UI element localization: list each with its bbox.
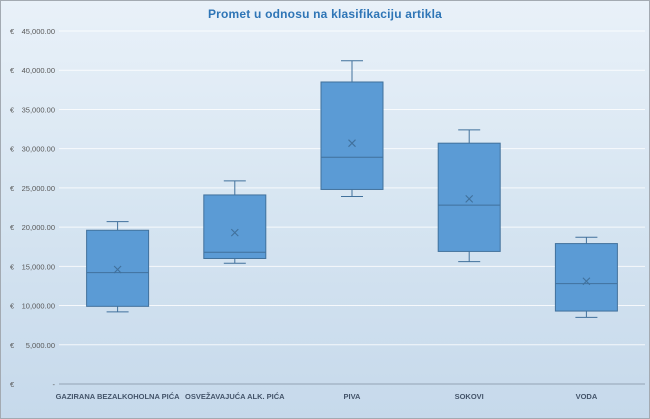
- svg-text:10,000.00: 10,000.00: [22, 302, 55, 311]
- y-tick-label: €30,000.00: [10, 145, 55, 154]
- y-tick-label: €20,000.00: [10, 223, 55, 232]
- y-tick-label: € -: [10, 380, 56, 389]
- box-series-5[interactable]: [554, 236, 618, 318]
- category-label: OSVEŽAVAJUĆA ALK. PIĆA: [185, 392, 285, 401]
- svg-text:€: €: [10, 262, 15, 271]
- svg-text:€: €: [10, 341, 15, 350]
- svg-text:€: €: [10, 184, 15, 193]
- svg-text:25,000.00: 25,000.00: [22, 184, 55, 193]
- box-series-3[interactable]: [320, 60, 384, 198]
- iqr-box: [554, 243, 618, 312]
- svg-text:€: €: [10, 27, 15, 36]
- iqr-box: [320, 81, 384, 190]
- y-tick-label: €15,000.00: [10, 262, 55, 271]
- svg-text:45,000.00: 45,000.00: [22, 27, 55, 36]
- iqr-box: [437, 142, 501, 252]
- svg-text:€: €: [10, 145, 15, 154]
- category-label: GAZIRANA BEZALKOHOLNA PIĆA: [56, 392, 181, 401]
- y-tick-label: €10,000.00: [10, 302, 55, 311]
- svg-text:€: €: [10, 66, 15, 75]
- svg-text:€: €: [10, 380, 15, 389]
- svg-text:15,000.00: 15,000.00: [22, 262, 55, 271]
- y-tick-label: €25,000.00: [10, 184, 55, 193]
- svg-text:€: €: [10, 302, 15, 311]
- svg-text:30,000.00: 30,000.00: [22, 145, 55, 154]
- chart-title: Promet u odnosu na klasifikaciju artikla: [207, 7, 443, 21]
- mean-marker: [465, 194, 474, 203]
- svg-text:40,000.00: 40,000.00: [22, 66, 55, 75]
- category-label: PIVA: [344, 392, 362, 401]
- box-series-4[interactable]: [437, 129, 501, 263]
- svg-text:20,000.00: 20,000.00: [22, 223, 55, 232]
- y-tick-label: €45,000.00: [10, 27, 55, 36]
- box-series-2[interactable]: [203, 180, 267, 264]
- category-label: VODA: [576, 392, 598, 401]
- mean-marker: [348, 139, 356, 148]
- mean-marker: [113, 265, 122, 274]
- svg-text:5,000.00: 5,000.00: [26, 341, 55, 350]
- category-label: SOKOVI: [455, 392, 484, 401]
- svg-text:€: €: [10, 223, 15, 232]
- box-series-1[interactable]: [86, 221, 150, 313]
- y-tick-label: €40,000.00: [10, 66, 55, 75]
- svg-text:-: -: [53, 380, 56, 389]
- mean-marker: [230, 228, 239, 237]
- y-tick-label: €35,000.00: [10, 105, 55, 114]
- iqr-box: [86, 229, 150, 307]
- mean-marker: [582, 277, 591, 286]
- svg-text:35,000.00: 35,000.00: [22, 105, 55, 114]
- iqr-box: [203, 194, 267, 259]
- svg-text:€: €: [10, 105, 15, 114]
- y-tick-label: €5,000.00: [10, 341, 55, 350]
